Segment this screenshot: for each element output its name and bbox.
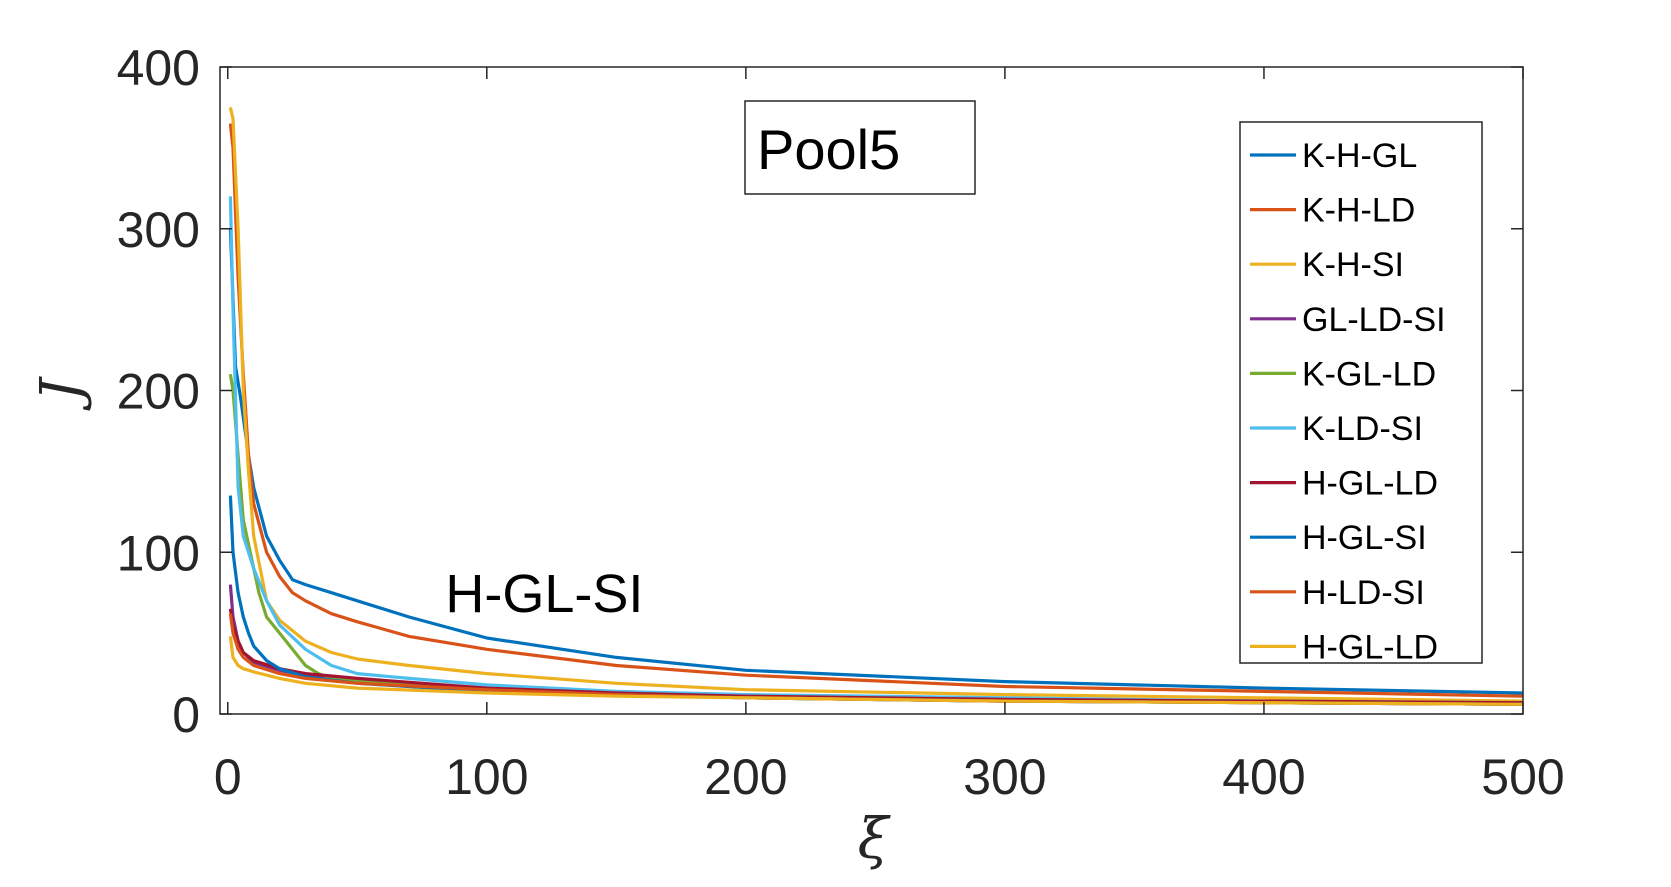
series-line-10 [228, 636, 1524, 706]
legend-label: H-LD-SI [1302, 574, 1425, 612]
x-axis-label: ξ [858, 807, 892, 872]
title-box-frame [744, 100, 976, 195]
legend: K-H-GL K-H-LD K-H-SI GL-LD-SI K-GL-LD K-LD-SI… [1239, 121, 1483, 666]
legend-item: K-LD-SI [1250, 410, 1423, 448]
legend-item: K-GL-LD [1250, 355, 1436, 393]
y-axis: 0 100 200 300 400 [117, 40, 1523, 743]
legend-item: K-H-SI [1250, 246, 1404, 284]
legend-item: H-GL-SI [1250, 519, 1427, 557]
legend-label: K-LD-SI [1302, 410, 1423, 448]
x-axis: 0 100 200 300 400 500 [214, 67, 1565, 805]
legend-label: H-GL-LD [1302, 628, 1438, 666]
legend-frame [1239, 121, 1483, 664]
y-tick-label: 400 [117, 40, 200, 96]
x-tick-label: 400 [1222, 749, 1305, 805]
x-tick-label: 500 [1481, 749, 1564, 805]
legend-item: K-H-LD [1250, 192, 1415, 230]
legend-label: GL-LD-SI [1302, 301, 1446, 339]
legend-label: H-GL-LD [1302, 465, 1438, 503]
x-tick-label: 300 [963, 749, 1046, 805]
title-box: Pool5 [744, 100, 976, 195]
y-tick-label: 300 [117, 202, 200, 258]
chart-title: Pool5 [757, 118, 900, 181]
series-layer [228, 107, 1524, 706]
x-tick-label: 0 [214, 749, 242, 805]
legend-label: K-GL-LD [1302, 355, 1436, 393]
series-annotation: H-GL-SI [445, 564, 643, 624]
series-line-7 [228, 608, 1524, 705]
legend-label: K-H-LD [1302, 192, 1415, 230]
x-tick-label: 200 [704, 749, 787, 805]
legend-label: K-H-SI [1302, 246, 1404, 284]
legend-item: H-GL-LD [1250, 465, 1438, 503]
legend-item: H-GL-LD [1250, 628, 1438, 666]
legend-item: K-H-GL [1250, 137, 1417, 175]
series-line-3 [228, 107, 1524, 703]
x-tick-label: 100 [445, 749, 528, 805]
y-tick-label: 100 [117, 525, 200, 581]
y-tick-label: 200 [117, 364, 200, 420]
legend-label: H-GL-SI [1302, 519, 1427, 557]
legend-label: K-H-GL [1302, 137, 1417, 175]
legend-items: K-H-GL K-H-LD K-H-SI GL-LD-SI K-GL-LD K-LD-SI… [1250, 137, 1446, 666]
y-tick-label: 0 [172, 687, 200, 743]
legend-item: GL-LD-SI [1250, 301, 1446, 339]
y-axis-label: J [29, 375, 94, 411]
legend-item: H-LD-SI [1250, 574, 1425, 612]
